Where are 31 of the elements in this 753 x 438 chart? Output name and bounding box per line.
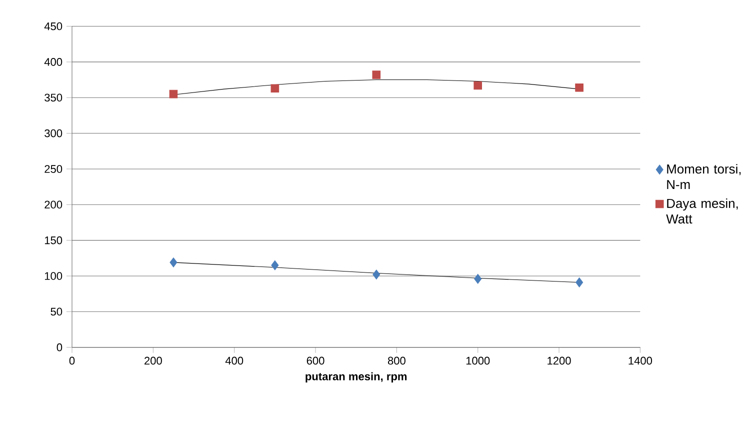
- x-tick-label: 1200: [548, 356, 571, 365]
- y-tick-label: 250: [44, 165, 62, 173]
- y-tick-label: 150: [44, 236, 62, 244]
- x-tick-label: 400: [225, 356, 244, 365]
- x-tick-label: 800: [388, 356, 406, 365]
- y-tick-label: 300: [44, 129, 62, 138]
- legend-label: Momen torsi, N-m: [667, 164, 741, 190]
- point: [474, 81, 482, 90]
- point: [575, 84, 584, 92]
- x-tick-label: 600: [306, 356, 324, 365]
- y-tick-label: 350: [44, 94, 62, 102]
- y-tick-label: 400: [44, 58, 62, 66]
- point: [169, 90, 178, 98]
- point: [372, 270, 380, 280]
- y-tick-label: 100: [44, 272, 62, 280]
- y-tick-label: 200: [44, 200, 62, 209]
- x-tick-label: 1400: [628, 356, 652, 365]
- x-axis-title: putaran mesin, rpm: [306, 372, 407, 383]
- x-tick-label: 0: [69, 356, 75, 365]
- x-tick-label: 1000: [466, 356, 490, 365]
- point: [271, 260, 279, 270]
- point: [576, 278, 584, 288]
- y-tick-label: 50: [50, 308, 62, 316]
- x-tick-label: 200: [144, 356, 162, 365]
- legend-label: Daya mesin, Watt: [666, 198, 738, 224]
- point: [270, 84, 280, 93]
- point: [170, 258, 178, 268]
- y-tick-label: 0: [56, 344, 62, 352]
- point: [372, 70, 381, 80]
- y-tick-label: 450: [44, 22, 62, 30]
- point: [474, 274, 482, 284]
